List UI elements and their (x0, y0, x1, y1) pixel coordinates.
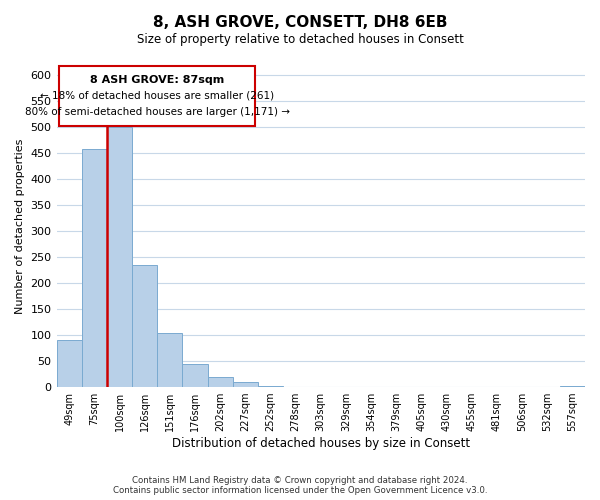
Bar (157, 332, 182, 387)
Text: 8, ASH GROVE, CONSETT, DH8 6EB: 8, ASH GROVE, CONSETT, DH8 6EB (153, 15, 447, 30)
Text: 80% of semi-detached houses are larger (1,171) →: 80% of semi-detached houses are larger (… (25, 107, 290, 117)
Text: Contains HM Land Registry data © Crown copyright and database right 2024.
Contai: Contains HM Land Registry data © Crown c… (113, 476, 487, 495)
Text: Size of property relative to detached houses in Consett: Size of property relative to detached ho… (137, 32, 463, 46)
Bar (132, 265, 157, 387)
Text: 8 ASH GROVE: 87sqm: 8 ASH GROVE: 87sqm (90, 75, 224, 85)
X-axis label: Distribution of detached houses by size in Consett: Distribution of detached houses by size … (172, 437, 470, 450)
Bar (182, 364, 208, 387)
Bar (560, 386, 585, 387)
Bar (107, 128, 132, 387)
Bar (82, 149, 107, 387)
Text: ← 18% of detached houses are smaller (261): ← 18% of detached houses are smaller (26… (40, 91, 274, 101)
FancyBboxPatch shape (59, 66, 256, 126)
Bar (233, 382, 258, 387)
Bar (283, 386, 308, 387)
Bar (56, 340, 82, 387)
Bar (208, 376, 233, 387)
Bar (258, 386, 283, 387)
Y-axis label: Number of detached properties: Number of detached properties (15, 138, 25, 314)
